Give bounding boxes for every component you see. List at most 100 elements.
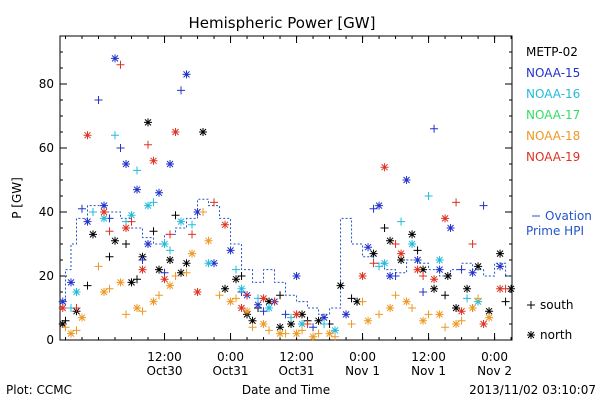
point-north-noaa-19 (149, 156, 158, 165)
point-south-noaa-16 (397, 217, 406, 226)
point-north-noaa-15 (292, 272, 301, 280)
point-south-noaa-18 (138, 307, 147, 316)
point-north-noaa-16 (298, 320, 307, 328)
point-north-metp-02 (232, 275, 241, 284)
point-south-metp-02 (347, 294, 356, 303)
ovation-hpi-line (60, 198, 512, 315)
point-south-noaa-19 (391, 240, 400, 248)
point-north-noaa-18 (402, 297, 411, 306)
point-north-metp-02 (496, 249, 505, 258)
point-north-noaa-16 (127, 211, 136, 220)
point-north-metp-02 (58, 320, 67, 328)
point-south-noaa-18 (61, 323, 70, 332)
point-north-noaa-15 (111, 54, 120, 63)
legend-ovation-label-2: Prime HPI (526, 224, 584, 238)
point-north-noaa-19 (100, 208, 109, 216)
point-south-noaa-16 (89, 208, 98, 216)
point-south-noaa-18 (199, 208, 208, 216)
point-south-noaa-18 (232, 294, 241, 303)
legend-series-label: NOAA-18 (526, 129, 580, 143)
point-north-noaa-15 (468, 268, 477, 277)
point-north-noaa-16 (72, 288, 81, 296)
point-north-metp-02 (452, 304, 461, 312)
point-south-noaa-16 (133, 166, 142, 175)
point-north-noaa-15 (83, 217, 92, 226)
point-north-noaa-15 (375, 201, 384, 210)
point-south-metp-02 (276, 291, 285, 300)
point-south-noaa-19 (144, 140, 153, 149)
x-tick-label-time: 12:00 (147, 350, 182, 364)
point-north-noaa-18 (204, 236, 213, 245)
point-north-noaa-16 (100, 214, 109, 223)
point-north-noaa-15 (320, 313, 329, 322)
point-south-noaa-18 (391, 291, 400, 300)
point-north-noaa-15 (100, 201, 109, 210)
point-north-noaa-19 (138, 265, 147, 274)
point-north-noaa-18 (435, 310, 444, 319)
series-noaa-18 (61, 208, 494, 341)
point-south-noaa-15 (430, 124, 439, 133)
point-north-noaa-18 (419, 316, 428, 325)
point-north-noaa-16 (408, 240, 417, 248)
point-south-noaa-18 (457, 316, 466, 325)
point-south-noaa-18 (347, 320, 356, 328)
y-tick-label: 80 (39, 77, 54, 91)
chart-title: Hemispheric Power [GW] (189, 14, 376, 32)
point-south-metp-02 (413, 246, 422, 255)
point-north-noaa-18 (188, 249, 197, 258)
legend-series-label: NOAA-17 (526, 108, 580, 122)
point-north-metp-02 (199, 128, 208, 136)
point-south-noaa-18 (298, 326, 307, 335)
point-north-metp-02 (336, 281, 345, 290)
x-tick-label-time: 12:00 (411, 350, 446, 364)
point-north-metp-02 (276, 323, 285, 332)
point-north-metp-02 (89, 230, 98, 239)
point-north-noaa-15 (210, 259, 219, 268)
point-south-metp-02 (237, 272, 246, 280)
point-north-noaa-18 (67, 329, 76, 338)
point-north-noaa-18 (309, 332, 318, 341)
point-south-noaa-19 (243, 291, 252, 300)
point-north-noaa-15 (364, 243, 373, 252)
point-south-noaa-18 (408, 304, 417, 312)
point-south-noaa-16 (287, 313, 296, 322)
x-tick-label-time: 0:00 (217, 350, 244, 364)
point-south-noaa-18 (358, 297, 367, 306)
x-axis-label: Date and Time (242, 383, 330, 397)
legend-series-label: NOAA-16 (526, 87, 580, 101)
point-south-noaa-19 (419, 272, 428, 280)
point-north-noaa-15 (67, 278, 76, 287)
point-south-noaa-16 (320, 320, 329, 328)
point-south-noaa-18 (331, 332, 340, 341)
point-south-noaa-18 (248, 323, 257, 332)
series-noaa-16 (67, 131, 483, 335)
point-north-noaa-19 (441, 214, 450, 223)
point-north-noaa-15 (155, 188, 164, 197)
point-south-noaa-16 (424, 192, 433, 200)
point-north-noaa-18 (226, 297, 235, 306)
point-north-noaa-15 (254, 300, 263, 309)
point-north-metp-02 (155, 265, 164, 274)
point-south-noaa-15 (78, 204, 87, 213)
series-metp-02 (58, 118, 516, 332)
point-north-noaa-19 (122, 224, 131, 232)
point-south-noaa-18 (122, 310, 131, 319)
point-north-metp-02 (369, 249, 378, 258)
x-tick-label-date: Nov 1 (411, 364, 446, 378)
point-south-noaa-18 (72, 326, 81, 335)
point-north-metp-02 (248, 316, 257, 325)
point-north-noaa-18 (325, 329, 334, 338)
point-north-noaa-18 (485, 313, 494, 322)
point-north-noaa-19 (221, 220, 230, 229)
point-north-noaa-19 (171, 128, 180, 136)
legend-marker-label: south (540, 298, 574, 312)
point-south-metp-02 (441, 291, 450, 300)
point-north-noaa-18 (116, 278, 125, 287)
point-north-noaa-18 (78, 313, 87, 322)
legend-series-label: NOAA-15 (526, 66, 580, 80)
point-north-noaa-16 (160, 240, 169, 248)
point-south-noaa-15 (259, 307, 268, 316)
point-north-metp-02 (177, 268, 186, 277)
